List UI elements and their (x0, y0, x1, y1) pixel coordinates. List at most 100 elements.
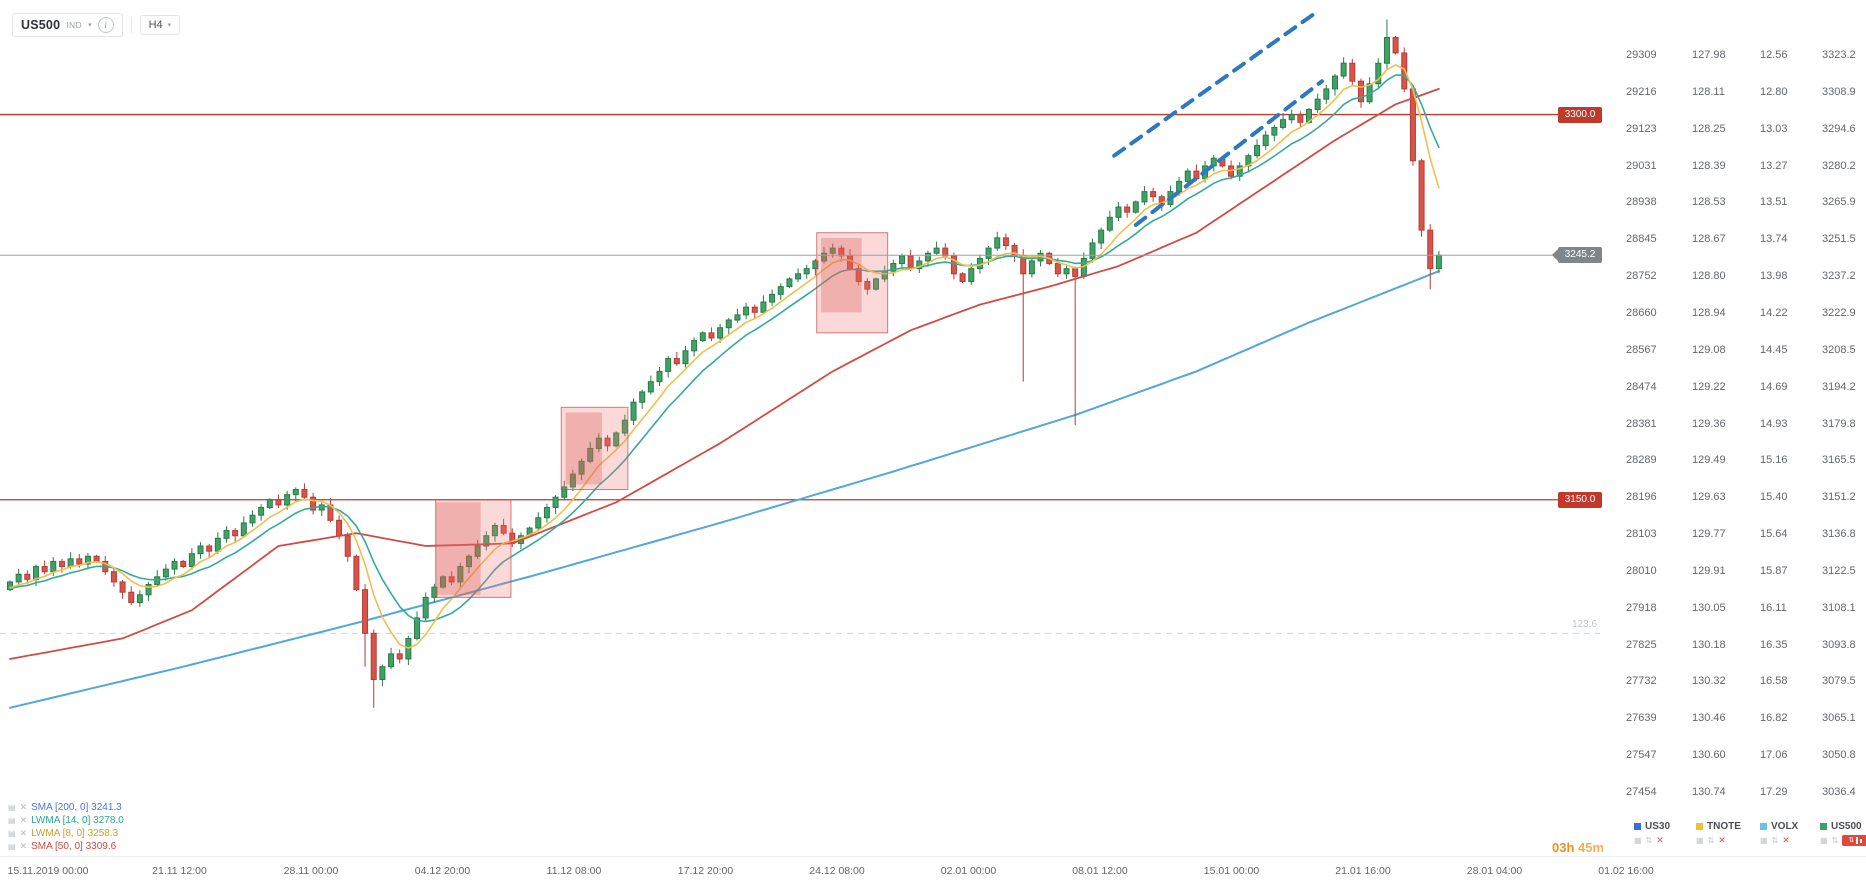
candle-body (58, 560, 65, 568)
indicator-legend: ▤ ✕ SMA [200, 0] 3241.3 ▤ ✕ LWMA [14, 0] 3278… (8, 801, 124, 853)
instrument-legend: US30 ▦ ⇅ ✕ TNOTE ▦ ⇅ ✕ VOLX ▦ ⇅ ✕ US500 ▦ ⇅ ⇅ (1600, 821, 1866, 855)
candle-body (162, 568, 169, 578)
candle-body (1409, 88, 1416, 162)
supply-zone[interactable] (816, 232, 889, 334)
candle-body (821, 252, 828, 262)
instrument-grid-icon[interactable]: ▦ (1820, 835, 1828, 845)
candle-body (1089, 242, 1096, 259)
price-scale-value-us30: 29216 (1626, 85, 1657, 98)
timeframe-selector[interactable]: H4 ▾ (139, 15, 181, 35)
candle-body (838, 247, 845, 257)
price-scale-value-volx: 17.29 (1760, 786, 1788, 798)
candle-body (76, 558, 83, 565)
candle-body (855, 268, 862, 282)
active-instrument-badge[interactable]: ⇅ (1842, 835, 1866, 846)
candle-body (751, 306, 758, 313)
candle-body (604, 437, 611, 447)
price-scale-value-volx: 17.06 (1760, 749, 1788, 762)
price-scale-value-tnote: 130.05 (1692, 601, 1726, 614)
instrument-close-icon[interactable]: ✕ (1782, 835, 1790, 845)
indicator-label: LWMA [8, 0] 3258.3 (31, 828, 119, 839)
instrument-chip-us500[interactable]: US500 ▦ ⇅ ⇅ (1820, 821, 1866, 846)
candle-body (41, 566, 48, 573)
candle-body (1063, 268, 1070, 275)
indicator-settings-icon[interactable]: ▤ (8, 842, 16, 851)
instrument-scale-icon[interactable]: ⇅ (1707, 835, 1715, 845)
candle-body (1427, 229, 1434, 270)
supply-zone-inner[interactable] (435, 502, 481, 595)
indicator-legend-row: ▤ ✕ LWMA [8, 0] 3258.3 (8, 827, 124, 840)
candle-body (795, 273, 802, 280)
price-scale-value-volx: 15.87 (1760, 564, 1788, 577)
candle-body (1288, 114, 1295, 121)
price-scale-value-us30: 28938 (1626, 196, 1657, 209)
candle-body (803, 268, 810, 275)
time-axis-label: 11.12 08:00 (546, 865, 602, 877)
instrument-scale-icon[interactable]: ⇅ (1771, 835, 1779, 845)
time-axis-label: 28.01 04:00 (1466, 865, 1523, 877)
indicator-settings-icon[interactable]: ▤ (8, 803, 16, 812)
indicator-settings-icon[interactable]: ▤ (8, 829, 16, 838)
instrument-chip-us30[interactable]: US30 ▦ ⇅ ✕ (1634, 821, 1670, 846)
price-scale-value-us500: 3151.2 (1822, 491, 1856, 504)
time-axis-label: 17.12 20:00 (677, 865, 734, 877)
price-scale-value-us500: 3179.8 (1822, 417, 1856, 430)
candle-body (1072, 268, 1079, 277)
instrument-close-icon[interactable]: ✕ (1656, 835, 1664, 845)
time-axis[interactable]: 15.11.2019 00:00 21.11 12:00 28.11 00:00 04… (0, 856, 1866, 885)
instrument-close-icon[interactable]: ✕ (1718, 835, 1726, 845)
time-axis-label: 21.11 12:00 (152, 865, 207, 877)
price-scale-value-volx: 14.69 (1760, 380, 1788, 393)
candle-body (379, 666, 386, 681)
instrument-chip-tnote[interactable]: TNOTE ▦ ⇅ ✕ (1696, 821, 1741, 846)
candle-glyph (1860, 838, 1863, 843)
price-scale-value-us30: 28381 (1626, 417, 1657, 430)
indicator-settings-icon[interactable]: ▤ (8, 816, 16, 825)
price-level-badge[interactable]: 3300.0 (1558, 106, 1602, 123)
trend-channel-upper[interactable] (1112, 12, 1316, 158)
price-scale-value-volx: 13.03 (1760, 122, 1788, 135)
candle-body (284, 494, 291, 506)
candlestick-chart[interactable] (0, 0, 1600, 857)
indicator-remove-icon[interactable]: ✕ (19, 815, 28, 825)
instrument-scale-icon[interactable]: ⇅ (1831, 835, 1839, 845)
supply-zone-inner[interactable] (565, 412, 602, 485)
instrument-grid-icon[interactable]: ▦ (1634, 835, 1642, 845)
candle-body (1280, 119, 1287, 128)
instrument-color-swatch (1696, 823, 1703, 830)
indicator-remove-icon[interactable]: ✕ (19, 802, 28, 812)
indicator-label: SMA [200, 0] 3241.3 (31, 802, 122, 813)
candle-body (543, 506, 550, 519)
price-scale-value-us30: 27825 (1626, 638, 1657, 651)
info-icon[interactable]: i (97, 17, 114, 33)
price-scale-value-tnote: 128.67 (1692, 233, 1726, 246)
chart-area[interactable]: 3300.0 3150.0 3245.2 123.6 (0, 0, 1602, 857)
indicator-remove-icon[interactable]: ✕ (19, 841, 28, 851)
instrument-grid-icon[interactable]: ▦ (1760, 835, 1768, 845)
candle-body (1323, 88, 1330, 100)
symbol-label: US500 (21, 18, 61, 32)
symbol-selector[interactable]: US500 IND ▾ i (12, 13, 123, 37)
supply-zone[interactable] (435, 499, 512, 598)
candle-body (500, 524, 507, 534)
price-scale-value-us30: 28660 (1626, 306, 1657, 319)
price-scale-value-volx: 16.82 (1760, 712, 1788, 725)
price-scale-panel[interactable]: 29309 29216 29123 29031 28938 28845 28752 28660… (1600, 0, 1866, 857)
price-level-badge[interactable]: 3150.0 (1558, 491, 1602, 508)
price-scale-value-volx: 12.80 (1760, 85, 1788, 98)
time-axis-label: 02.01 00:00 (940, 865, 997, 877)
indicator-remove-icon[interactable]: ✕ (19, 828, 28, 838)
supply-zone-inner[interactable] (821, 237, 862, 313)
supply-zone[interactable] (560, 406, 629, 491)
candle-body (171, 560, 178, 570)
instrument-grid-icon[interactable]: ▦ (1696, 835, 1704, 845)
candle-body (613, 432, 620, 447)
trend-channel-lower[interactable] (1133, 79, 1324, 228)
candle-body (907, 255, 914, 270)
price-scale-value-us500: 3208.5 (1822, 343, 1856, 356)
toolbar-divider (130, 17, 132, 33)
instrument-chip-volx[interactable]: VOLX ▦ ⇅ ✕ (1760, 821, 1798, 846)
price-scale-value-volx: 14.22 (1760, 306, 1788, 319)
instrument-scale-icon[interactable]: ⇅ (1645, 835, 1653, 845)
